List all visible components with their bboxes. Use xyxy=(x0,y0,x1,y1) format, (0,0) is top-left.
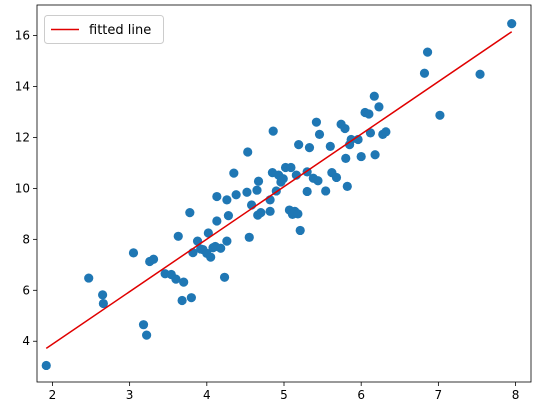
data-point xyxy=(364,109,374,119)
data-point xyxy=(212,216,222,226)
x-tick-label: 7 xyxy=(435,388,443,402)
x-tick-label: 6 xyxy=(357,388,365,402)
x-tick-label: 8 xyxy=(512,388,520,402)
data-point xyxy=(370,150,380,160)
data-point xyxy=(252,185,262,195)
y-tick-label: 12 xyxy=(15,130,30,144)
data-point xyxy=(177,295,187,306)
data-point xyxy=(243,147,253,157)
data-point xyxy=(435,110,445,120)
data-point xyxy=(148,254,159,264)
x-tick-label: 3 xyxy=(126,388,134,402)
legend: fitted line xyxy=(44,15,164,44)
y-tick-label: 6 xyxy=(22,283,30,297)
data-point xyxy=(314,129,325,140)
data-point xyxy=(212,191,222,202)
data-point xyxy=(295,225,305,236)
data-point xyxy=(325,141,335,151)
data-point xyxy=(242,187,252,197)
y-tick-label: 4 xyxy=(22,334,30,348)
fitted-line xyxy=(45,31,513,349)
x-tick-label: 4 xyxy=(203,388,211,402)
data-point xyxy=(231,190,241,200)
fitted-line-layer xyxy=(45,31,513,349)
data-point xyxy=(185,208,195,218)
legend-label-fitted-line: fitted line xyxy=(89,23,151,38)
data-point xyxy=(340,123,350,134)
data-point xyxy=(173,231,183,241)
data-point xyxy=(256,208,266,218)
data-point xyxy=(179,277,189,287)
data-point xyxy=(265,206,275,216)
data-point xyxy=(507,18,517,29)
data-point xyxy=(244,232,254,242)
data-point xyxy=(365,128,376,138)
data-point xyxy=(222,236,232,246)
data-point xyxy=(374,102,384,112)
data-point xyxy=(253,176,264,186)
data-point xyxy=(342,181,352,191)
data-point xyxy=(311,117,322,127)
y-tick-label: 8 xyxy=(22,232,30,246)
data-point xyxy=(219,272,230,282)
data-point xyxy=(268,126,278,136)
data-point xyxy=(313,176,323,186)
x-tick-label: 2 xyxy=(49,388,57,402)
data-point xyxy=(138,320,149,330)
data-point xyxy=(356,151,366,162)
data-point xyxy=(369,91,379,101)
data-point xyxy=(98,298,108,309)
x-tick-label: 5 xyxy=(280,388,288,402)
data-point xyxy=(128,248,139,258)
data-point xyxy=(304,143,315,153)
data-point xyxy=(341,153,351,163)
data-point xyxy=(331,172,342,183)
scatter-points xyxy=(41,18,517,371)
data-point xyxy=(278,174,288,184)
y-tick-label: 16 xyxy=(15,29,30,43)
data-point xyxy=(223,211,234,221)
data-point xyxy=(419,68,430,78)
data-point xyxy=(41,360,51,371)
data-point xyxy=(222,195,232,205)
data-point xyxy=(142,330,152,340)
y-tick-label: 10 xyxy=(15,181,30,195)
data-point xyxy=(422,47,433,57)
data-point xyxy=(206,252,216,262)
data-point xyxy=(186,293,196,303)
y-axis-ticks: 4 6 8 10 12 14 16 xyxy=(15,29,37,348)
data-point xyxy=(84,273,94,283)
legend-box xyxy=(44,15,164,44)
data-point xyxy=(321,186,331,196)
data-point xyxy=(171,274,181,284)
data-point xyxy=(302,186,312,197)
x-axis-ticks: 2 3 4 5 6 7 8 xyxy=(49,382,520,402)
data-point xyxy=(216,243,226,253)
data-point xyxy=(192,236,203,246)
data-point xyxy=(475,69,485,79)
data-point xyxy=(229,168,239,178)
y-tick-label: 14 xyxy=(15,80,30,94)
data-point xyxy=(294,139,304,150)
data-point xyxy=(98,290,108,300)
data-point xyxy=(286,162,296,173)
data-point xyxy=(293,209,303,219)
data-point xyxy=(381,127,391,137)
data-point xyxy=(203,228,213,238)
